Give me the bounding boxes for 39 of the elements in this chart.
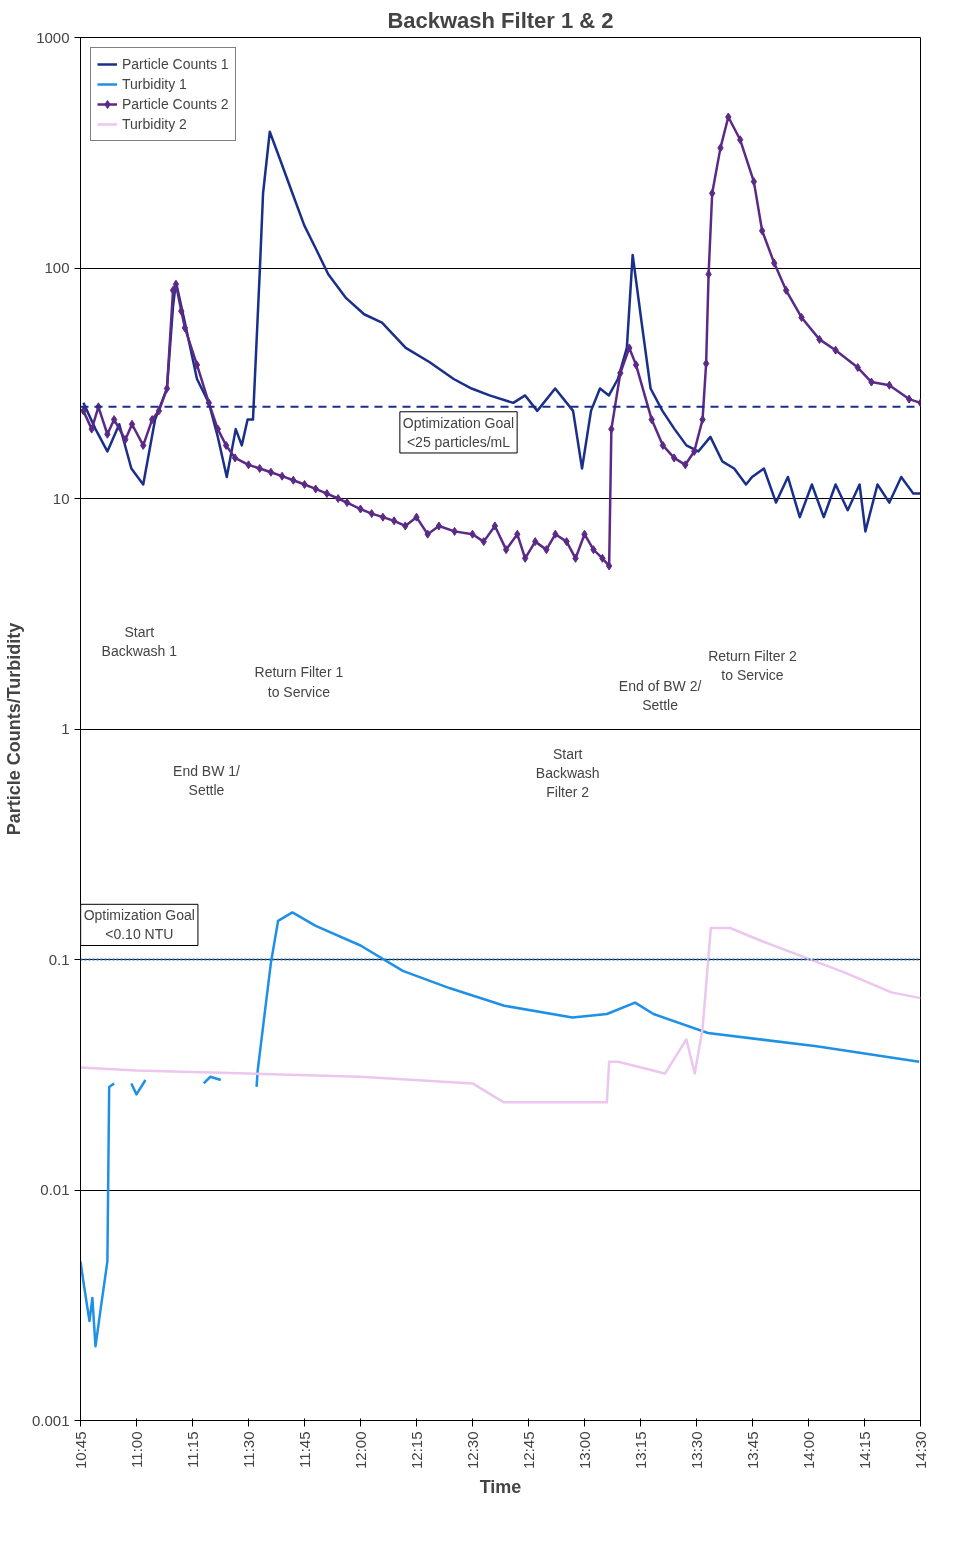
x-tick-label: 13:45 xyxy=(744,1431,761,1470)
x-tick-label: 14:15 xyxy=(856,1431,873,1470)
y-tick-label: 1000 xyxy=(36,28,70,46)
legend-label: Turbidity 2 xyxy=(122,116,187,132)
legend-label: Particle Counts 1 xyxy=(122,56,229,72)
ref-line-label: Optimization Goal <0.10 NTU xyxy=(83,907,195,943)
y-tick-label: 0.1 xyxy=(48,950,70,968)
y-tick-label: 10 xyxy=(52,489,70,507)
x-tick-label: 12:00 xyxy=(352,1431,369,1470)
x-tick-label: 11:45 xyxy=(296,1431,313,1468)
legend-label: Turbidity 1 xyxy=(122,76,187,92)
x-tick-label: 12:30 xyxy=(464,1431,481,1470)
y-tick-label: 1 xyxy=(61,720,70,737)
x-tick-label: 12:15 xyxy=(408,1431,425,1470)
chart-title: Backwash Filter 1 & 2 xyxy=(387,7,614,33)
annotation: End of BW 2/ Settle xyxy=(618,678,702,714)
x-axis-title: Time xyxy=(479,1477,522,1498)
x-tick-label: 11:15 xyxy=(184,1431,201,1468)
y-tick-label: 0.01 xyxy=(40,1181,70,1198)
x-tick-label: 14:30 xyxy=(912,1431,929,1470)
x-tick-label: 12:45 xyxy=(520,1431,537,1470)
annotation: Return Filter 2 to Service xyxy=(708,647,798,683)
x-tick-label: 13:15 xyxy=(632,1431,649,1470)
line-series xyxy=(80,926,921,1104)
y-tick-label: 0.001 xyxy=(31,1411,70,1429)
x-tick-label: 10:45 xyxy=(72,1431,89,1470)
annotation: End BW 1/ Settle xyxy=(173,762,241,798)
annotation: Start Backwash 1 xyxy=(101,624,178,660)
annotation: Return Filter 1 to Service xyxy=(254,664,344,700)
legend-label: Particle Counts 2 xyxy=(122,96,229,112)
x-tick-label: 11:00 xyxy=(128,1431,145,1468)
y-axis-title: Particle Counts/Turbidity xyxy=(3,622,24,836)
x-tick-label: 11:30 xyxy=(240,1431,257,1468)
ref-line-label: Optimization Goal <25 particles/mL xyxy=(402,414,515,450)
y-tick-label: 100 xyxy=(44,259,70,276)
annotation: Start Backwash Filter 2 xyxy=(535,746,600,801)
x-tick-label: 13:30 xyxy=(688,1431,705,1470)
x-tick-label: 14:00 xyxy=(800,1431,817,1470)
x-tick-label: 13:00 xyxy=(576,1431,593,1470)
